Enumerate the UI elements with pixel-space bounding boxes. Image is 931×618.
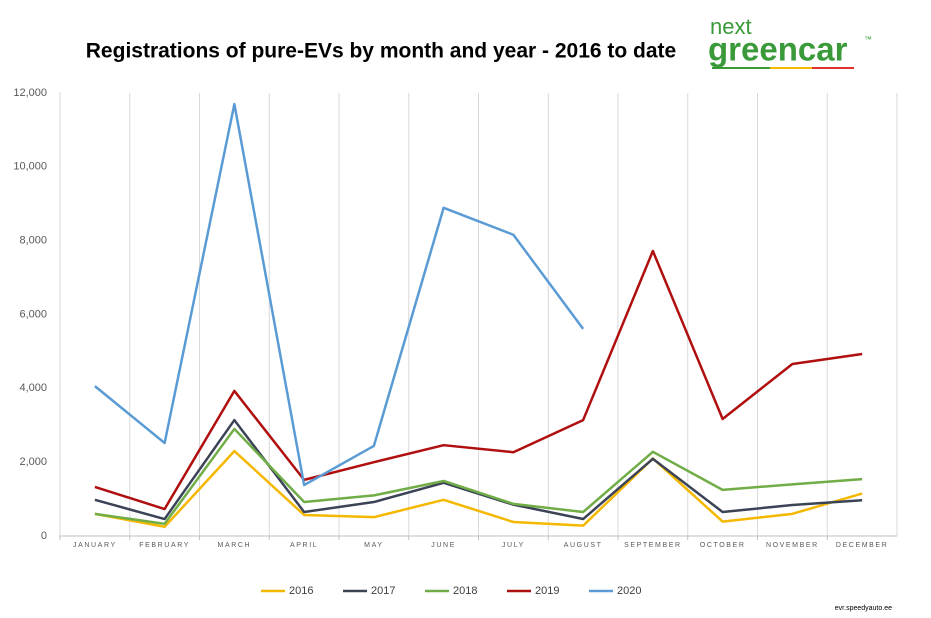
x-tick-label: APRIL	[290, 542, 318, 549]
series-line	[94, 249, 863, 511]
x-tick-label: JANUARY	[73, 542, 117, 549]
x-tick-label: NOVEMBER	[766, 542, 819, 549]
legend-label: 2017	[371, 585, 395, 597]
x-tick-label: MAY	[364, 542, 383, 549]
y-tick-label: 6,000	[19, 308, 47, 320]
x-tick-label: JULY	[502, 542, 525, 549]
logo: next greencar ™	[708, 14, 872, 69]
series-line	[94, 449, 863, 529]
logo-bottom: greencar	[708, 31, 848, 68]
y-tick-label: 8,000	[19, 235, 47, 247]
y-tick-label: 10,000	[13, 161, 47, 173]
chart-title: Registrations of pure-EVs by month and y…	[86, 40, 676, 63]
legend-label: 2020	[617, 585, 641, 597]
legend-label: 2019	[535, 585, 559, 597]
y-tick-label: 12,000	[13, 87, 47, 99]
x-tick-label: JUNE	[431, 542, 456, 549]
x-tick-label: MARCH	[218, 542, 252, 549]
logo-mark: ™	[864, 35, 872, 44]
x-tick-label: FEBRUARY	[139, 542, 190, 549]
y-tick-label: 4,000	[19, 382, 47, 394]
y-tick-label: 0	[41, 530, 47, 542]
logo-top: next	[710, 14, 752, 39]
series-line	[94, 427, 863, 526]
x-tick-label: AUGUST	[564, 542, 603, 549]
x-tick-label: OCTOBER	[700, 542, 746, 549]
watermark: evr.speedyauto.ee	[835, 605, 892, 612]
x-tick-label: SEPTEMBER	[624, 542, 682, 549]
legend-label: 2016	[289, 585, 313, 597]
series-line	[94, 102, 585, 487]
y-tick-label: 2,000	[19, 456, 47, 468]
legend-label: 2018	[453, 585, 477, 597]
x-tick-label: DECEMBER	[836, 542, 888, 549]
